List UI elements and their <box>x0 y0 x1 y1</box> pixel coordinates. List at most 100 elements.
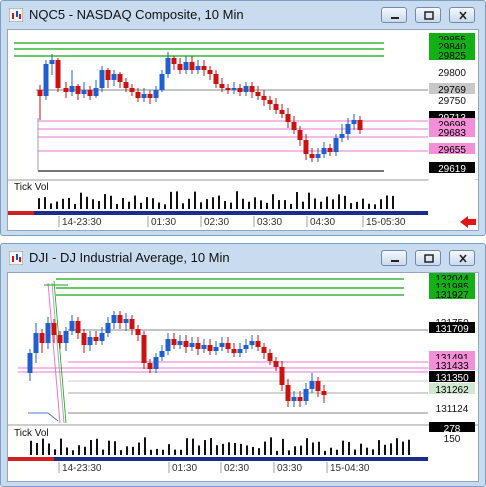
price-label-bg <box>429 143 475 154</box>
candle-body <box>123 82 129 88</box>
titlebar[interactable]: NQC5 - NASDAQ Composite, 10 Min <box>1 1 485 29</box>
candle-body <box>141 94 147 98</box>
candle-body <box>171 339 177 345</box>
candle-body <box>171 58 177 64</box>
time-label: 14-23:30 <box>62 463 102 474</box>
candle-body <box>321 391 327 395</box>
volume-bar <box>198 445 200 455</box>
candle-body <box>195 343 201 349</box>
candle-body <box>105 323 111 333</box>
candle-body <box>297 397 303 401</box>
price-scale: 1320441319851319271317501317091314911314… <box>429 273 475 415</box>
price-label-bg <box>429 273 475 283</box>
candle-body <box>243 86 249 92</box>
candle-body <box>327 148 333 152</box>
candle-body <box>285 385 291 401</box>
candle-body <box>303 389 309 401</box>
candle-body <box>33 333 39 353</box>
volume-scale-label: 150 <box>444 434 461 445</box>
minimize-icon <box>391 260 399 262</box>
candle-body <box>243 345 249 349</box>
titlebar[interactable]: DJI - DJ Industrial Average, 10 Min <box>1 244 485 272</box>
candle-body <box>267 353 273 361</box>
volume-bar <box>384 444 386 455</box>
candle-body <box>333 138 339 152</box>
chart-window-nasdaq: NQC5 - NASDAQ Composite, 10 Min <box>0 0 486 236</box>
volume-bar <box>162 449 164 455</box>
volume-bars: 400203 <box>38 179 475 209</box>
volume-bar <box>108 440 110 455</box>
close-icon <box>459 254 467 263</box>
volume-bar <box>342 440 344 455</box>
candle-body <box>279 110 285 114</box>
price-candles <box>37 52 363 162</box>
price-label: 29840 <box>438 42 466 53</box>
price-label: 29619 <box>438 164 466 175</box>
candle-body <box>237 349 243 353</box>
candle-body <box>303 140 309 154</box>
volume-bar <box>222 443 224 455</box>
restore-button[interactable] <box>415 250 441 266</box>
candle-body <box>321 148 327 154</box>
left-arrow-icon[interactable] <box>460 216 476 228</box>
price-label: 29800 <box>438 68 466 79</box>
candle-body <box>213 347 219 351</box>
volume-bar <box>282 438 284 455</box>
volume-scale-label: 278 <box>444 424 461 435</box>
volume-bar <box>92 199 94 209</box>
volume-bar <box>66 447 68 455</box>
restore-icon <box>424 11 434 20</box>
volume-bar <box>272 194 274 209</box>
minimize-button[interactable] <box>381 7 407 23</box>
volume-bar <box>372 449 374 455</box>
candle-body <box>123 319 129 323</box>
volume-bar <box>392 195 394 209</box>
volume-bar <box>308 192 310 209</box>
volume-label: Tick Vol <box>14 428 49 439</box>
candle-body <box>111 315 117 323</box>
time-label: 15-04:30 <box>330 463 370 474</box>
volume-bar <box>210 438 212 455</box>
candle-body <box>309 381 315 389</box>
chart-area[interactable]: 1320441319851319271317501317091314911314… <box>7 272 479 482</box>
candle-body <box>75 86 81 94</box>
time-label: 02:30 <box>204 217 229 228</box>
candle-body <box>37 90 43 96</box>
volume-bar <box>270 437 272 455</box>
restore-button[interactable] <box>415 7 441 23</box>
price-label-bg <box>429 94 475 105</box>
candle-body <box>345 124 351 134</box>
time-label: 02:30 <box>224 463 249 474</box>
volume-bar <box>150 449 152 455</box>
price-label: 29750 <box>438 96 466 107</box>
candle-body <box>51 323 57 335</box>
price-label: 131262 <box>435 385 469 396</box>
chart-area[interactable]: 2985529840298252980029769297502971329698… <box>7 29 479 231</box>
candle-body <box>267 100 273 104</box>
minimize-button[interactable] <box>381 250 407 266</box>
volume-bar <box>110 195 112 209</box>
volume-bar <box>336 449 338 455</box>
price-chart[interactable]: 2985529840298252980029769297502971329698… <box>8 30 479 230</box>
volume-bar <box>350 203 352 209</box>
volume-bar <box>330 447 332 455</box>
volume-bar <box>344 195 346 209</box>
price-chart[interactable]: 1320441319851319271317501317091314911314… <box>8 273 479 481</box>
volume-bar <box>48 443 50 455</box>
window-title: NQC5 - NASDAQ Composite, 10 Min <box>29 7 244 22</box>
candle-body <box>237 88 243 92</box>
volume-bar <box>218 195 220 209</box>
candle-body <box>117 315 123 323</box>
close-button[interactable] <box>449 250 475 266</box>
volume-bar <box>132 446 134 455</box>
volume-scale-bg <box>429 432 475 443</box>
candle-body <box>27 353 33 373</box>
price-label-bg <box>429 322 475 333</box>
volume-bar <box>74 203 76 209</box>
volume-bar <box>86 196 88 209</box>
close-button[interactable] <box>449 7 475 23</box>
volume-bar <box>390 443 392 455</box>
volume-bar <box>290 203 292 209</box>
volume-bar <box>258 448 260 455</box>
volume-bar <box>194 191 196 209</box>
